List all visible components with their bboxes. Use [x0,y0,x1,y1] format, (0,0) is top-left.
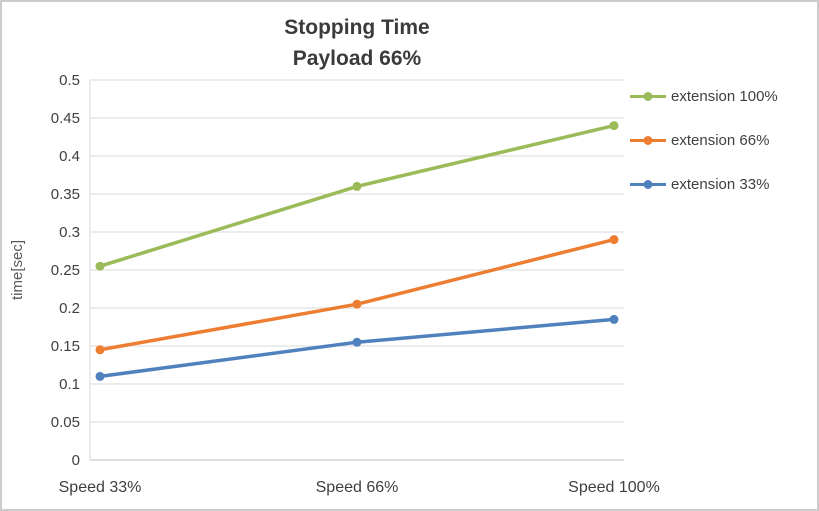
y-tick-label: 0.2 [59,300,80,317]
series-marker-extension-33% [95,371,105,381]
legend-line-marker-icon [630,136,666,145]
legend-item: extension 100% [630,88,778,105]
y-tick-label: 0.25 [51,262,80,279]
y-tick-label: 0.4 [59,148,80,165]
series-marker-extension-66% [95,345,105,355]
y-axis-title: time[sec] [9,240,26,300]
series-line-extension-100% [98,123,616,268]
x-category-label: Speed 100% [568,479,660,496]
series-line-extension-33% [98,317,616,379]
y-tick-label: 0.35 [51,186,80,203]
series-marker-extension-33% [352,337,362,347]
legend-label: extension 100% [671,88,778,105]
y-tick-label: 0.5 [59,72,80,89]
legend-item: extension 33% [630,176,778,193]
x-category-label: Speed 33% [59,479,142,496]
series-marker-extension-100% [95,261,105,271]
y-tick-label: 0.05 [51,414,80,431]
series-marker-extension-66% [352,299,362,309]
legend-label: extension 33% [671,176,770,193]
y-tick-label: 0 [72,452,80,469]
y-tick-label: 0.15 [51,338,80,355]
y-tick-label: 0.45 [51,110,80,127]
x-category-label: Speed 66% [316,479,399,496]
series-marker-extension-66% [609,235,619,245]
series-marker-extension-100% [352,181,362,191]
legend-label: extension 66% [671,132,770,149]
legend-item: extension 66% [630,132,778,149]
legend: extension 100% extension 66% extension 33% [630,88,778,220]
y-tick-label: 0.1 [59,376,80,393]
y-tick-label: 0.3 [59,224,80,241]
series-marker-extension-33% [609,314,619,324]
series-marker-extension-100% [609,121,619,131]
legend-line-marker-icon [630,180,666,189]
series-line-extension-66% [98,237,616,352]
legend-line-marker-icon [630,92,666,101]
